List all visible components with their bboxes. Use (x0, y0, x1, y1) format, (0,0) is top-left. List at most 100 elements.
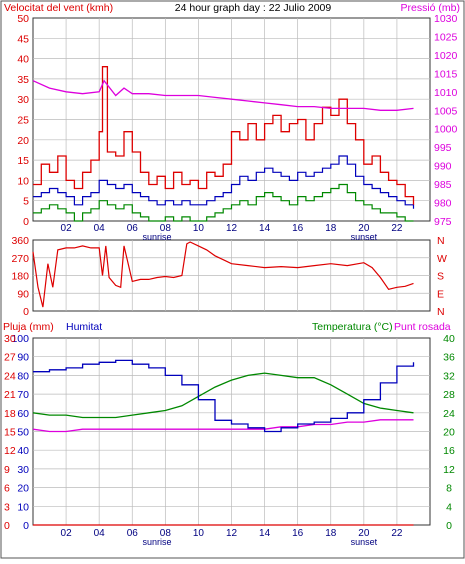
humidity-tick-label: 80 (17, 370, 29, 382)
pressure-tick-label: 975 (434, 216, 452, 228)
wind-avg-line (33, 155, 415, 209)
wind-sunrise-label: sunrise (143, 232, 172, 242)
wind-hour-label: 10 (193, 223, 205, 234)
rain-label: Pluja (mm) (3, 321, 54, 333)
dew-point-line (32, 419, 414, 433)
wind-tick-label: 45 (17, 33, 29, 45)
compass-tick-label: E (437, 288, 444, 300)
wind-tick-label: 0 (23, 216, 29, 228)
bottom-hour-label: 10 (193, 528, 205, 539)
temperature-tick-label: 0 (446, 520, 452, 532)
temperature-tick-label: 20 (443, 427, 455, 439)
temperature-tick-label: 12 (443, 464, 455, 476)
rain-tick-label: 9 (4, 464, 10, 476)
temperature-tick-label: 24 (443, 408, 455, 420)
wind-tick-label: 40 (17, 54, 29, 66)
wind-tick-label: 50 (17, 13, 29, 25)
rain-tick-label: 15 (4, 427, 16, 439)
bottom-hour-label: 20 (358, 528, 370, 539)
direction-tick-label: 90 (17, 288, 29, 300)
temperature-tick-label: 32 (443, 370, 455, 382)
rain-tick-label: 6 (4, 483, 10, 495)
direction-tick-label: 270 (11, 253, 29, 265)
temperature-tick-label: 40 (443, 333, 455, 345)
date-title: 24 hour graph day : 22 Julio 2009 (175, 2, 332, 14)
bottom-hour-label: 06 (127, 528, 139, 539)
humidity-tick-label: 70 (17, 389, 29, 401)
wind-tick-label: 10 (17, 175, 29, 187)
pressure-tick-label: 1020 (434, 50, 458, 62)
compass-tick-label: S (437, 271, 444, 283)
humidity-tick-label: 40 (17, 445, 29, 457)
wind-min-line (33, 183, 414, 222)
series-layer (32, 66, 415, 526)
rain-tick-label: 30 (4, 333, 16, 345)
wind-hour-label: 02 (61, 223, 73, 234)
pressure-tick-label: 1010 (434, 87, 458, 99)
bottom-hour-label: 12 (226, 528, 238, 539)
humidity-tick-label: 10 (17, 501, 29, 513)
wind-hour-label: 06 (127, 223, 139, 234)
dew-label: Punt rosada (394, 321, 451, 333)
wind-sunset-label: sunset (351, 232, 378, 242)
wind-hour-label: 18 (325, 223, 337, 234)
temperature-tick-label: 28 (443, 389, 455, 401)
wind-tick-label: 5 (23, 196, 29, 208)
wind-hour-label: 22 (391, 223, 403, 234)
temperature-tick-label: 36 (443, 352, 455, 364)
wind-hour-label: 12 (226, 223, 238, 234)
humidity-tick-label: 100 (11, 333, 29, 345)
temperature-label: Temperatura (°C) (312, 321, 393, 333)
pressure-tick-label: 1025 (434, 31, 458, 43)
temperature-tick-label: 4 (446, 501, 452, 513)
pressure-tick-label: 1030 (434, 13, 458, 25)
wind-tick-label: 15 (17, 155, 29, 167)
humidity-line (33, 359, 415, 433)
pressure-tick-label: 980 (434, 198, 452, 210)
pressure-tick-label: 1000 (434, 124, 458, 136)
axis-layer: 0510152025303540455097598098599099510001… (4, 13, 458, 547)
wind-hour-label: 08 (160, 223, 172, 234)
bottom-hour-label: 08 (160, 528, 172, 539)
wind-hour-label: 20 (358, 223, 370, 234)
humidity-tick-label: 20 (17, 483, 29, 495)
bottom-hour-label: 18 (325, 528, 337, 539)
rain-tick-label: 12 (4, 445, 16, 457)
rain-tick-label: 21 (4, 389, 16, 401)
wind-speed-line (33, 66, 415, 205)
humidity-tick-label: 0 (23, 520, 29, 532)
bottom-hour-label: 16 (292, 528, 304, 539)
rain-tick-label: 18 (4, 408, 16, 420)
pressure-tick-label: 1005 (434, 105, 458, 117)
humidity-tick-label: 30 (17, 464, 29, 476)
bottom-hour-label: 14 (259, 528, 271, 539)
direction-tick-label: 0 (23, 306, 29, 318)
wind-hour-label: 04 (94, 223, 106, 234)
wind-tick-label: 20 (17, 135, 29, 147)
rain-tick-label: 27 (4, 352, 16, 364)
humidity-tick-label: 90 (17, 352, 29, 364)
wind-tick-label: 30 (17, 94, 29, 106)
bottom-hour-label: 04 (94, 528, 106, 539)
temperature-tick-label: 8 (446, 483, 452, 495)
humidity-label: Humitat (66, 321, 102, 333)
wind-hour-label: 14 (259, 223, 271, 234)
direction-tick-label: 360 (11, 235, 29, 247)
bottom-sunrise-label: sunrise (143, 537, 172, 547)
wind-tick-label: 25 (17, 115, 29, 127)
bottom-sunset-label: sunset (351, 537, 378, 547)
pressure-tick-label: 990 (434, 161, 452, 173)
rain-tick-label: 0 (4, 520, 10, 532)
rain-tick-label: 3 (4, 501, 10, 513)
pressure-tick-label: 985 (434, 179, 452, 191)
compass-tick-label: N (437, 306, 445, 318)
pressure-line (32, 79, 414, 111)
direction-tick-label: 180 (11, 271, 29, 283)
rain-tick-label: 24 (4, 370, 16, 382)
temperature-tick-label: 16 (443, 445, 455, 457)
pressure-tick-label: 995 (434, 142, 452, 154)
compass-tick-label: N (437, 235, 445, 247)
pressure-title: Pressió (mb) (400, 2, 460, 14)
